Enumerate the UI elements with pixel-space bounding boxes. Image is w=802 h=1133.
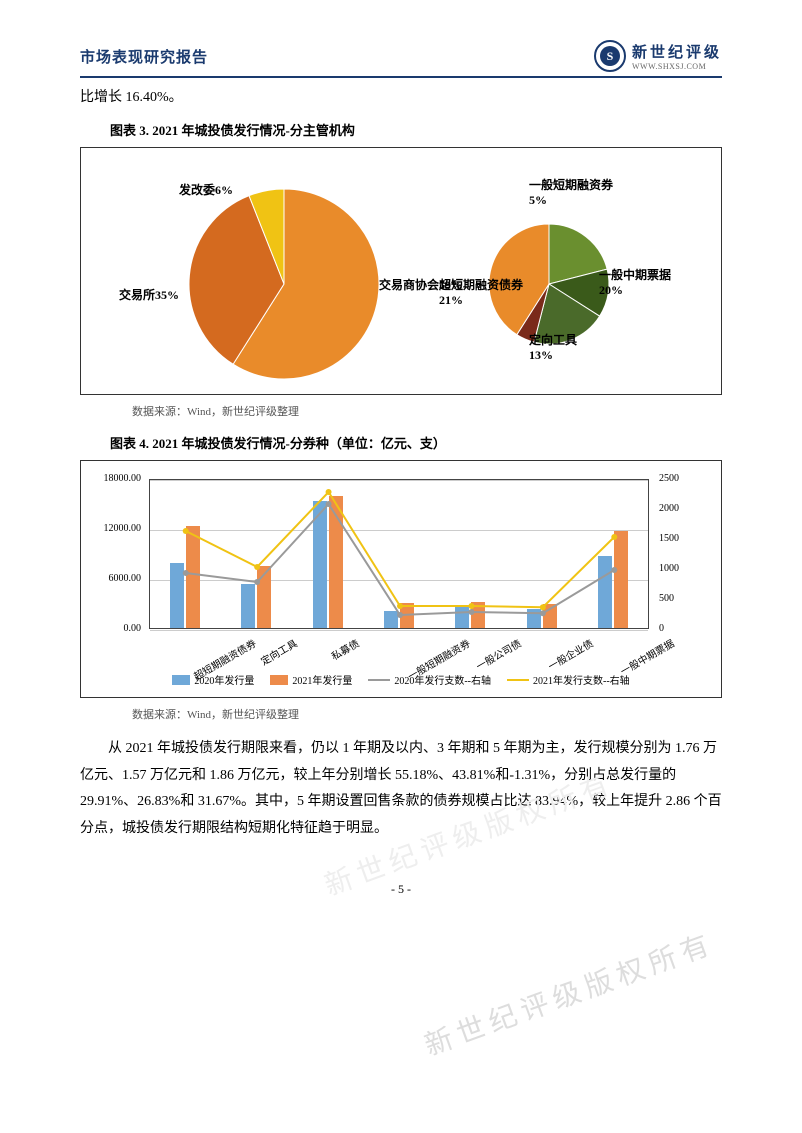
- fig4-chart: 0.006000.0012000.0018000.000500100015002…: [80, 460, 722, 698]
- logo-icon: S: [594, 40, 626, 72]
- header-rule: [80, 76, 722, 78]
- brand-name: 新世纪评级: [632, 41, 722, 62]
- body-paragraph: 从 2021 年城投债发行期限来看，仍以 1 年期及以内、3 年期和 5 年期为…: [80, 736, 722, 842]
- fig4-title: 图表 4. 2021 年城投债发行情况-分券种（单位：亿元、支）: [110, 433, 722, 452]
- intro-line: 比增长 16.40%。: [80, 86, 722, 106]
- page-number: - 5 -: [80, 882, 722, 897]
- fig3-title: 图表 3. 2021 年城投债发行情况-分主管机构: [110, 120, 722, 139]
- fig3-source: 数据来源：Wind，新世纪评级整理: [132, 403, 722, 419]
- fig4-source: 数据来源：Wind，新世纪评级整理: [132, 706, 722, 722]
- brand-logo-block: S 新世纪评级 WWW.SHXSJ.COM: [594, 40, 722, 72]
- fig3-chart: 交易商协会59%交易所35%发改委6%超短期融资债券21%定向工具13%一般中期…: [80, 147, 722, 395]
- brand-url: WWW.SHXSJ.COM: [632, 62, 706, 71]
- watermark: 新世纪评级版权所有: [418, 922, 719, 1064]
- report-title: 市场表现研究报告: [80, 46, 208, 67]
